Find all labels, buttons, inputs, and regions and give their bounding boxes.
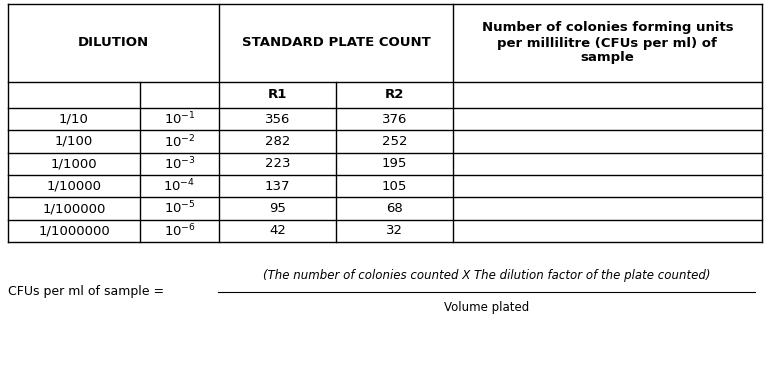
Text: $10^{-1}$: $10^{-1}$ [164, 111, 196, 127]
Text: 1/10000: 1/10000 [46, 180, 102, 193]
Text: 223: 223 [265, 157, 290, 170]
Text: $10^{-6}$: $10^{-6}$ [163, 223, 196, 239]
Text: $10^{-2}$: $10^{-2}$ [164, 133, 196, 150]
Text: 137: 137 [265, 180, 290, 193]
Text: 376: 376 [382, 113, 407, 126]
Text: Volume plated: Volume plated [444, 301, 529, 315]
Text: 1/100: 1/100 [55, 135, 93, 148]
Text: 195: 195 [382, 157, 407, 170]
Text: DILUTION: DILUTION [78, 36, 149, 50]
Text: Number of colonies forming units
per millilitre (CFUs per ml) of
sample: Number of colonies forming units per mil… [481, 22, 733, 65]
Text: 356: 356 [265, 113, 290, 126]
Text: $10^{-3}$: $10^{-3}$ [163, 155, 196, 172]
Text: 1/1000000: 1/1000000 [38, 224, 110, 237]
Text: R2: R2 [385, 88, 404, 101]
Text: 282: 282 [265, 135, 290, 148]
Text: 1/10: 1/10 [59, 113, 89, 126]
Text: 42: 42 [270, 224, 286, 237]
Text: 105: 105 [382, 180, 407, 193]
Text: 1/1000: 1/1000 [51, 157, 97, 170]
Text: 32: 32 [386, 224, 403, 237]
Text: 1/100000: 1/100000 [42, 202, 105, 215]
Text: $10^{-4}$: $10^{-4}$ [163, 178, 196, 195]
Text: CFUs per ml of sample =: CFUs per ml of sample = [8, 285, 164, 299]
Text: $10^{-5}$: $10^{-5}$ [164, 200, 196, 217]
Text: (The number of colonies counted X The dilution factor of the plate counted): (The number of colonies counted X The di… [263, 269, 710, 283]
Text: STANDARD PLATE COUNT: STANDARD PLATE COUNT [242, 36, 430, 50]
Text: 68: 68 [386, 202, 403, 215]
Text: R1: R1 [268, 88, 287, 101]
Text: 252: 252 [382, 135, 407, 148]
Text: 95: 95 [270, 202, 286, 215]
